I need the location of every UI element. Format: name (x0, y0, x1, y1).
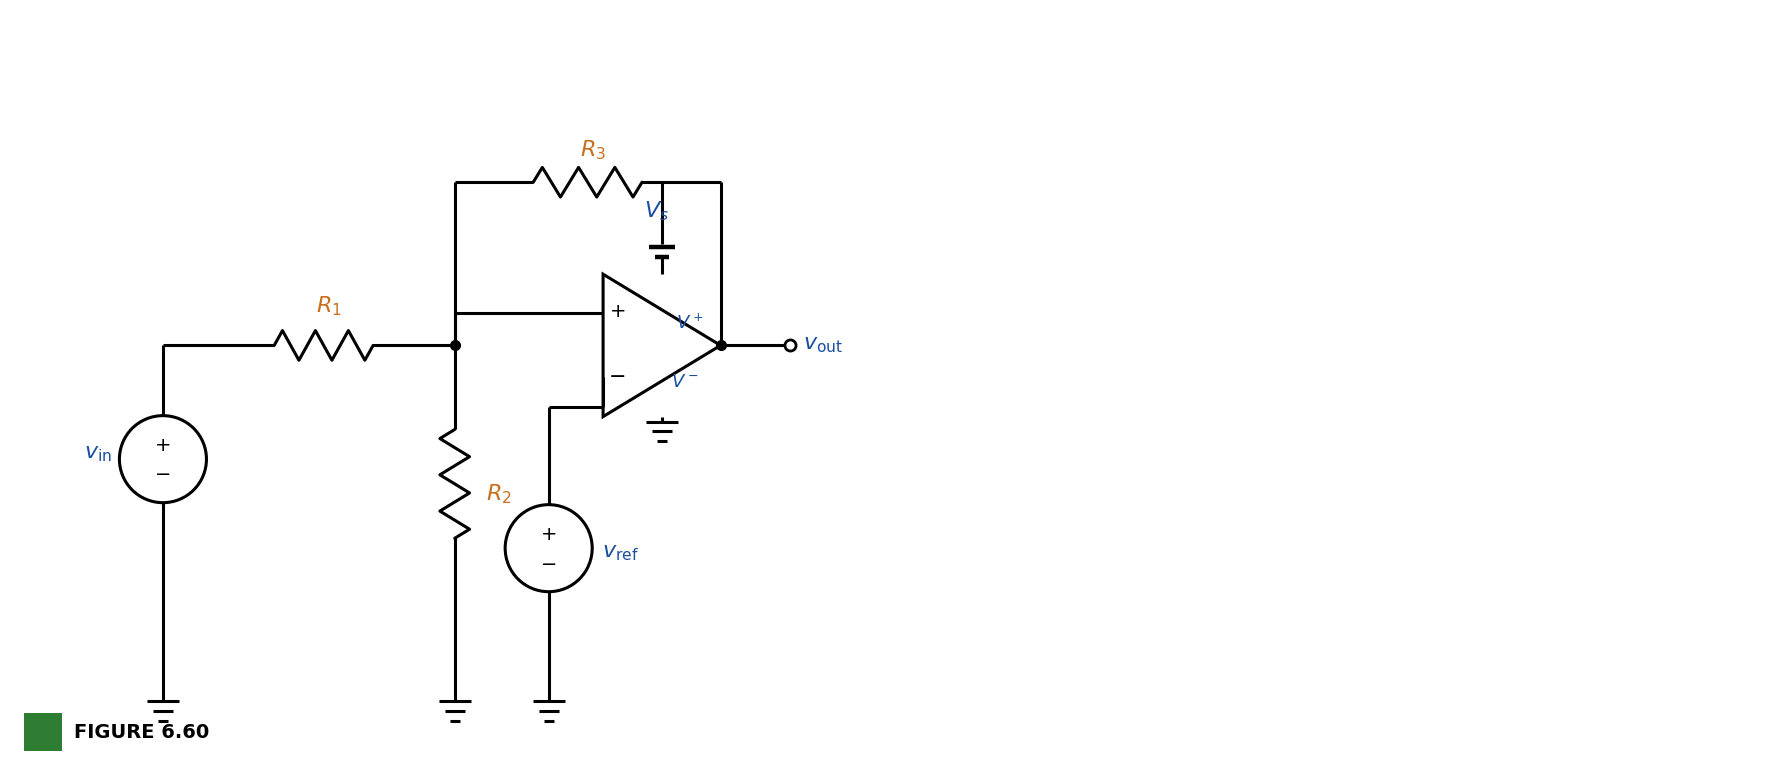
Text: $R_3$: $R_3$ (579, 138, 606, 162)
FancyBboxPatch shape (25, 713, 62, 751)
Text: $v_{\mathrm{ref}}$: $v_{\mathrm{ref}}$ (602, 543, 639, 563)
Text: −: − (155, 465, 171, 484)
Text: $v_{\mathrm{in}}$: $v_{\mathrm{in}}$ (83, 444, 111, 464)
Text: $V^-$: $V^-$ (671, 373, 699, 392)
Text: +: + (155, 436, 171, 455)
Text: $v_{\mathrm{out}}$: $v_{\mathrm{out}}$ (804, 335, 842, 356)
Text: $R_2$: $R_2$ (486, 482, 512, 506)
Text: $R_1$: $R_1$ (316, 294, 341, 317)
Text: −: − (540, 555, 556, 574)
Text: −: − (609, 367, 627, 387)
Text: FIGURE 6.60: FIGURE 6.60 (74, 723, 208, 741)
Text: +: + (540, 525, 556, 544)
Text: +: + (609, 302, 627, 321)
Text: $V^+$: $V^+$ (676, 313, 703, 332)
Text: $V_s$: $V_s$ (645, 199, 669, 223)
